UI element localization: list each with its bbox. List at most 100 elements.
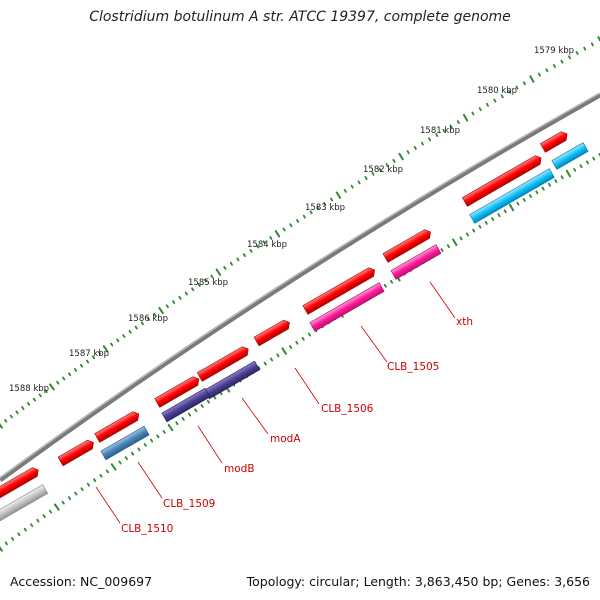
minor-tick: [323, 201, 327, 206]
minor-tick: [149, 438, 154, 443]
gene-label-clb1506: CLB_1506: [321, 403, 374, 415]
minor-tick: [146, 317, 151, 321]
minor-tick: [579, 164, 583, 169]
minor-tick: [21, 406, 25, 411]
major-tick: [463, 114, 469, 122]
minor-tick: [263, 361, 267, 366]
minor-tick: [522, 197, 526, 202]
scale-label-1584: 1584 kbp: [247, 240, 287, 250]
minor-tick: [128, 329, 132, 334]
minor-tick: [86, 482, 90, 487]
major-tick: [215, 268, 222, 276]
minor-tick: [573, 167, 577, 172]
minor-tick: [122, 334, 126, 338]
scale-labels: 1579 kbp 1580 kbp 1581 kbp 1582 kbp 1583…: [9, 46, 574, 394]
gene-feature[interactable]: [253, 318, 292, 347]
minor-tick: [435, 133, 439, 138]
genome-summary: Topology: circular; Length: 3,863,450 bp…: [246, 574, 590, 589]
minor-tick: [497, 213, 501, 218]
minor-tick: [516, 201, 520, 206]
gene-feature[interactable]: [309, 282, 385, 332]
minor-tick: [80, 487, 84, 492]
minor-tick: [194, 408, 198, 413]
gene-label-xth: xth: [456, 316, 473, 328]
accession-text: Accession: NC_009697: [10, 574, 153, 589]
minor-tick: [32, 397, 36, 402]
minor-tick: [288, 345, 293, 349]
minor-tick: [67, 496, 72, 501]
minor-tick: [413, 145, 417, 150]
minor-tick: [350, 184, 354, 189]
minor-tick: [420, 141, 424, 146]
gene-feature[interactable]: [382, 228, 433, 263]
gene-feature[interactable]: [551, 142, 589, 170]
gene-feature[interactable]: [302, 266, 377, 315]
minor-tick: [48, 509, 53, 514]
minor-tick: [181, 416, 185, 421]
gene-label-clb1510: CLB_1510: [121, 523, 173, 535]
minor-tick: [85, 359, 90, 364]
minor-tick: [242, 253, 247, 258]
minor-tick: [98, 351, 102, 355]
minor-tick: [134, 325, 138, 330]
minor-tick: [575, 51, 579, 55]
gene-label-moda: modA: [270, 433, 301, 445]
minor-tick: [210, 274, 214, 279]
minor-tick: [537, 72, 541, 77]
minor-tick: [383, 283, 387, 288]
minor-tick: [36, 518, 40, 523]
minor-tick: [440, 248, 444, 253]
minor-tick: [493, 98, 497, 103]
minor-tick: [255, 244, 260, 249]
minor-tick: [508, 90, 512, 94]
minor-tick: [184, 291, 188, 296]
map-title: Clostridium botulinum A str. ATCC 19397,…: [89, 9, 511, 25]
minor-tick: [378, 167, 382, 172]
scale-label-1581: 1581 kbp: [420, 126, 460, 136]
genome-backbone: [0, 92, 600, 483]
minor-tick: [552, 64, 556, 68]
minor-tick: [257, 365, 261, 370]
minor-tick: [503, 209, 507, 214]
minor-tick: [62, 376, 66, 381]
gene-feature[interactable]: [196, 345, 250, 382]
gene-feature[interactable]: [0, 466, 41, 503]
minor-tick: [471, 111, 475, 116]
major-tick: [54, 503, 60, 511]
scale-label-1588: 1588 kbp: [9, 384, 49, 394]
minor-tick: [191, 287, 195, 292]
major-tick: [281, 347, 287, 355]
gene-feature[interactable]: [94, 410, 142, 443]
minor-tick: [165, 304, 170, 309]
minor-tick: [472, 228, 476, 233]
gene-feature[interactable]: [390, 244, 442, 280]
minor-tick: [26, 401, 31, 406]
label-leaders: [95, 281, 456, 524]
minor-tick: [9, 414, 14, 419]
gene-feature[interactable]: [161, 387, 211, 423]
gene-feature[interactable]: [57, 438, 96, 467]
minor-tick: [545, 68, 549, 73]
minor-tick: [200, 404, 204, 408]
gene-feature[interactable]: [0, 484, 49, 522]
minor-tick: [485, 102, 490, 107]
gene-feature[interactable]: [100, 425, 150, 461]
minor-tick: [590, 42, 594, 47]
minor-tick: [343, 188, 347, 193]
minor-tick: [289, 223, 293, 228]
gene-feature[interactable]: [539, 130, 569, 153]
gene-feature[interactable]: [461, 154, 543, 207]
minor-tick: [296, 218, 300, 223]
minor-tick: [140, 321, 145, 326]
gene-feature[interactable]: [154, 375, 202, 408]
minor-tick: [371, 171, 375, 176]
minor-tick: [249, 248, 253, 253]
minor-tick: [357, 180, 361, 185]
scale-label-1579: 1579 kbp: [534, 46, 574, 56]
minor-tick: [316, 206, 320, 211]
minor-tick: [262, 240, 266, 245]
minor-tick: [548, 182, 551, 187]
scale-label-1587: 1587 kbp: [69, 349, 109, 359]
minor-tick: [276, 353, 280, 358]
gene-feature[interactable]: [469, 168, 555, 224]
